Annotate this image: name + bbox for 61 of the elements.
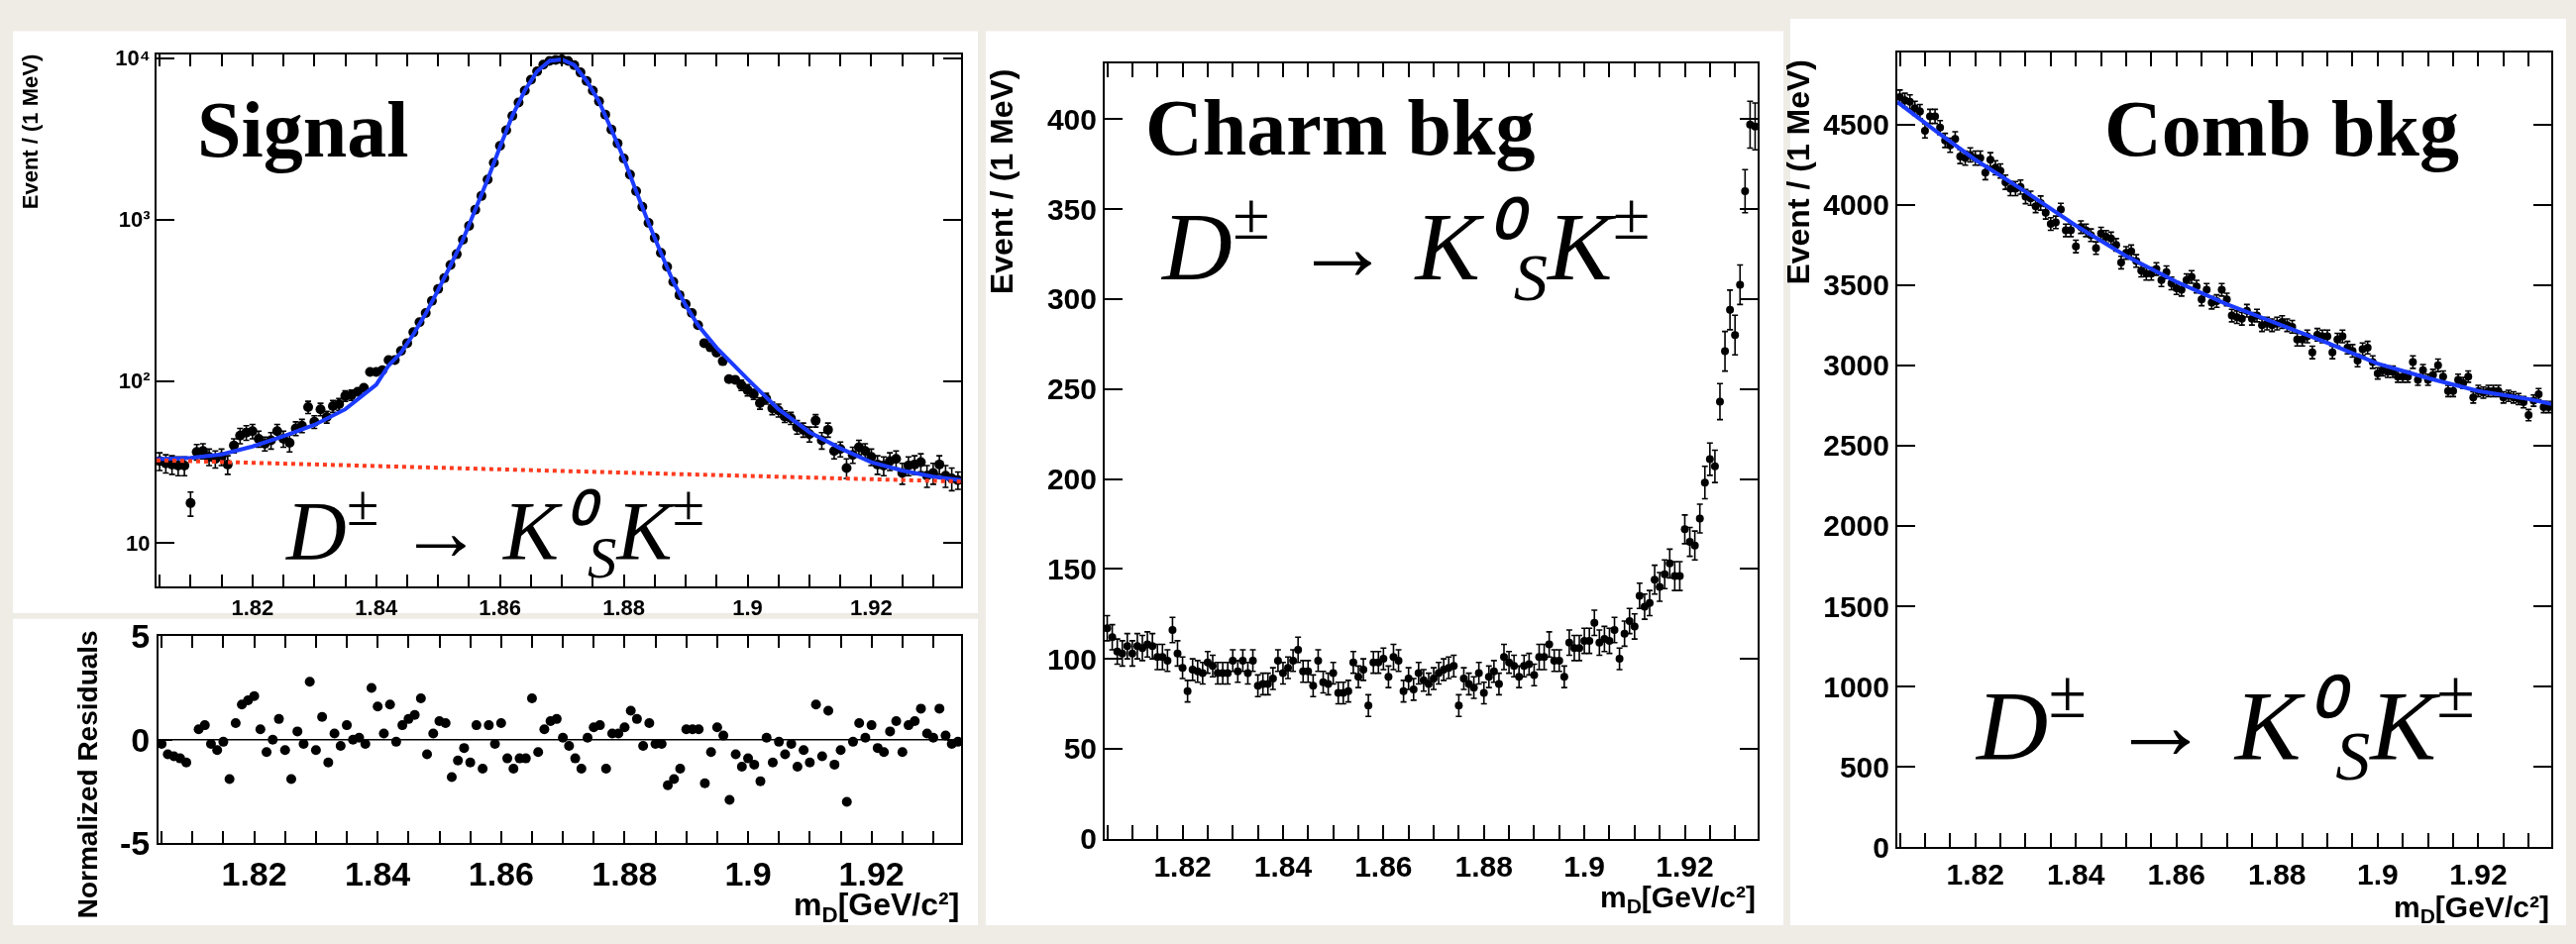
x-tick-label: 1.9 [732,594,763,620]
x-tick-label: 1.92 [850,594,893,620]
y-tick-label: 2000 [1823,509,1889,543]
x-tick-label: 1.92 [2449,858,2508,892]
annotation: D$^{±}$ → K⁰$_{S}$K$^{±}$ [1975,656,2475,794]
y-tick-label: 10³ [118,207,151,233]
y-tick-label: 100 [1046,642,1097,676]
x-tick-label: 1.88 [602,594,645,620]
y-tick-label: 2500 [1823,429,1889,463]
x-tick-label: 1.82 [1153,849,1212,883]
y-tick-label: -5 [119,824,151,863]
y-tick-label: 3000 [1823,349,1889,382]
annotation: D$^{±}$ → K⁰$_{S}$K$^{±}$ [285,473,704,590]
y-tick-label: 250 [1046,372,1097,406]
annotation: D$^{±}$ → K⁰$_{S}$K$^{±}$ [1160,178,1651,315]
chart-title: Charm bkg [1145,84,1536,171]
y-tick-label: 10 [126,530,151,556]
y-tick-label: 10² [118,368,151,394]
y-tick-label: 400 [1046,102,1097,136]
y-tick-label: 5 [131,617,151,656]
x-tick-label: 1.82 [1946,858,2004,892]
x-tick-label: 1.86 [468,855,534,893]
x-tick-label: 1.9 [2356,858,2399,892]
x-axis-title: m$_{D}$[GeV/c²] [1600,881,1756,918]
x-tick-label: 1.86 [2147,858,2205,892]
chart-title: Comb bkg [2104,85,2459,172]
x-tick-label: 1.86 [479,594,522,620]
y-tick-label: 3500 [1823,268,1889,302]
y-tick-label: 0 [131,720,151,759]
x-tick-label: 1.88 [2248,858,2307,892]
y-tick-label: 4500 [1823,108,1889,142]
x-tick-label: 1.82 [221,855,287,893]
x-tick-label: 1.9 [724,855,772,893]
y-tick-label: 1500 [1823,589,1889,623]
y-tick-label: 10⁴ [115,46,151,71]
y-axis-title: Normalized Residuals [71,630,103,919]
y-tick-label: 4000 [1823,188,1889,222]
x-tick-label: 1.92 [1656,849,1714,883]
x-tick-label: 1.84 [355,594,398,620]
y-axis-title: Event / (1 MeV) [1780,58,1817,285]
x-tick-label: 1.86 [1354,849,1413,883]
x-tick-label: 1.88 [1454,849,1513,883]
chart-title: Signal [197,86,409,173]
y-axis-title: Event / (1 MeV) [983,68,1020,295]
y-tick-label: 150 [1046,552,1097,585]
y-tick-label: 50 [1063,732,1097,766]
x-tick-label: 1.84 [2047,858,2105,892]
x-tick-label: 1.88 [591,855,658,893]
x-tick-label: 1.82 [231,594,274,620]
x-tick-label: 1.84 [1253,849,1313,883]
y-tick-label: 0 [1080,822,1097,856]
y-tick-label: 300 [1046,282,1097,316]
y-tick-label: 0 [1873,830,1889,864]
y-tick-label: 350 [1046,192,1097,226]
y-tick-label: 500 [1839,750,1889,784]
x-tick-label: 1.9 [1563,849,1605,883]
x-axis-title: m$_{D}$[GeV/c²] [2394,891,2549,928]
x-tick-label: 1.84 [345,855,411,893]
y-tick-label: 200 [1046,463,1097,496]
y-axis-title: Event / (1 MeV) [17,53,43,210]
y-tick-label: 1000 [1823,670,1889,703]
